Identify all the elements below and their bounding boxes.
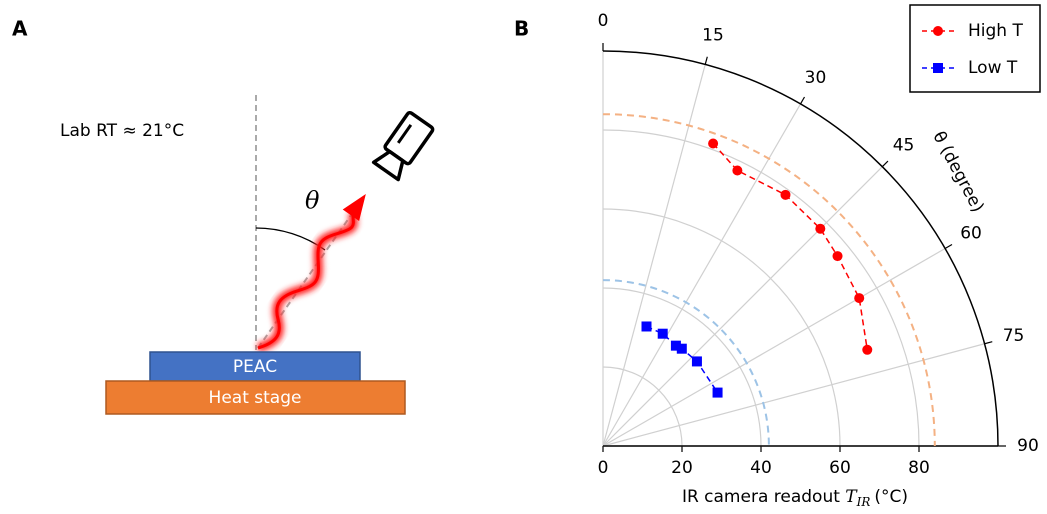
x-axis-label: IR camera readout TIR(°C) xyxy=(682,487,908,509)
lab-text: Lab RT ≈ 21°C xyxy=(60,121,184,141)
marker xyxy=(658,329,668,339)
x-label-unit: (°C) xyxy=(874,487,908,507)
legend-label: High T xyxy=(968,21,1023,41)
grid-spoke xyxy=(603,167,882,446)
marker xyxy=(933,63,943,73)
theta-tick-label: 15 xyxy=(702,25,724,45)
marker xyxy=(780,190,790,200)
legend-label: Low T xyxy=(968,58,1018,78)
grid-spoke xyxy=(603,344,985,446)
marker xyxy=(713,388,723,398)
theta-tick-label: 60 xyxy=(960,224,982,244)
legend xyxy=(910,5,1040,92)
grid-spoke xyxy=(603,104,801,446)
marker xyxy=(732,166,742,176)
marker xyxy=(933,26,943,36)
theta-tick xyxy=(985,342,993,344)
marker xyxy=(677,344,687,354)
r-tick-label: 60 xyxy=(829,458,851,478)
x-label-sub: IR xyxy=(856,495,871,509)
marker xyxy=(692,356,702,366)
panel-label: B xyxy=(514,17,529,41)
series-line xyxy=(647,326,718,392)
theta-tick xyxy=(882,161,888,167)
angle-symbol: θ xyxy=(305,187,320,215)
theta-tick xyxy=(705,57,707,65)
theta-tick-label: 30 xyxy=(805,68,827,88)
theta-tick-label: 45 xyxy=(893,135,915,155)
marker xyxy=(642,321,652,331)
theta-tick-label: 90 xyxy=(1017,436,1039,456)
r-tick-label: 80 xyxy=(908,458,930,478)
marker xyxy=(862,345,872,355)
marker xyxy=(854,293,864,303)
sample-label: PEAC xyxy=(233,357,277,377)
camera-icon xyxy=(374,112,434,180)
theta-tick xyxy=(801,97,805,104)
panel-label: A xyxy=(12,17,28,41)
figure: A Lab RT ≈ 21°C θ PEAC Heat stage B IR c… xyxy=(0,0,1047,514)
x-label-text: IR camera readout xyxy=(682,487,845,507)
grid-spoke xyxy=(603,249,945,447)
theta-tick-label: 75 xyxy=(1003,326,1025,346)
r-tick-label: 20 xyxy=(671,458,693,478)
stage-label: Heat stage xyxy=(209,388,302,408)
theta-tick-label: 0 xyxy=(598,11,609,31)
theta-axis-label: θ (degree) xyxy=(928,128,987,216)
r-tick-label: 0 xyxy=(598,458,609,478)
theta-tick xyxy=(945,245,952,249)
marker xyxy=(815,224,825,234)
r-tick-label: 40 xyxy=(750,458,772,478)
grid-spoke xyxy=(603,64,705,446)
marker xyxy=(833,251,843,261)
marker xyxy=(708,138,718,148)
